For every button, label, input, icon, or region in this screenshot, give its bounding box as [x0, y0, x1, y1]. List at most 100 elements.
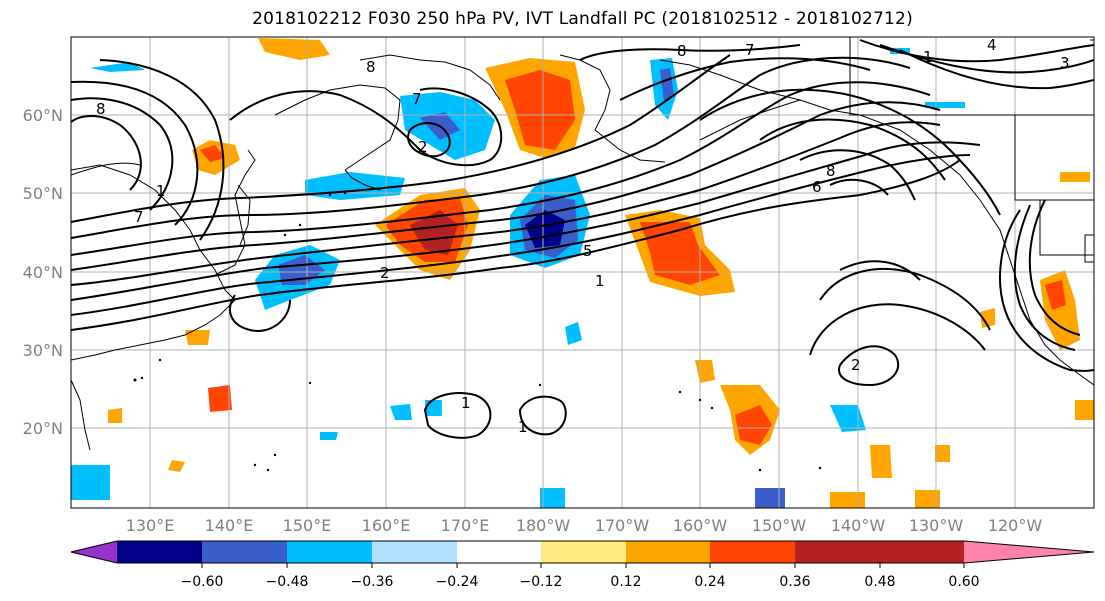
colorbar: −0.60 −0.48 −0.36 −0.24 −0.12 0.12 0.24 … — [70, 540, 1095, 590]
lon-label: 180°W — [516, 516, 571, 535]
positive-anomaly-blob — [980, 308, 995, 328]
contour-label: 1 — [156, 182, 166, 200]
colorbar-tick-label: −0.12 — [520, 574, 563, 590]
contour-label: 1 — [595, 272, 605, 290]
plot-frame — [70, 36, 1095, 509]
positive-anomaly-blob — [1045, 280, 1066, 310]
positive-anomaly-blob — [168, 460, 185, 472]
positive-anomaly-blob — [108, 408, 122, 423]
lon-label: 140°W — [831, 516, 886, 535]
lon-label: 130°E — [126, 516, 175, 535]
contour-label: 8 — [677, 42, 687, 60]
colorbar-bin — [202, 541, 287, 563]
lat-label: 20°N — [23, 419, 63, 438]
coastlines — [71, 37, 1094, 451]
negative-anomaly-blob — [425, 400, 442, 416]
contour-label: 1 — [923, 48, 933, 66]
colorbar-bin — [457, 541, 541, 563]
contour-label: 8 — [96, 100, 106, 118]
contour-label: 3 — [1060, 54, 1070, 72]
positive-anomaly-blob — [735, 405, 772, 445]
contour-label: 7 — [412, 90, 422, 108]
negative-anomaly-blob — [830, 405, 866, 432]
lat-label: 40°N — [23, 263, 63, 282]
contour-label: 8 — [366, 58, 376, 76]
colorbar-tick-label: −0.60 — [181, 574, 224, 590]
contour-label: 5 — [583, 242, 593, 260]
colorbar-bin — [287, 541, 372, 563]
lon-label: 130°W — [909, 516, 964, 535]
positive-anomaly-blob — [915, 490, 940, 508]
colorbar-tick-label: −0.24 — [436, 574, 479, 590]
contour-label: 2 — [851, 356, 861, 374]
positive-anomaly-blob — [208, 385, 232, 412]
colorbar-bin — [710, 541, 795, 563]
negative-anomaly-blob — [320, 432, 338, 440]
ivt-contours — [71, 39, 1094, 439]
colorbar-tick-label: −0.48 — [266, 574, 309, 590]
lon-label: 170°W — [595, 516, 650, 535]
positive-anomaly-blob — [410, 210, 458, 255]
colorbar-extend-low — [71, 541, 117, 563]
negative-anomaly-blob — [71, 465, 110, 500]
positive-anomaly-blob — [1075, 400, 1094, 420]
colorbar-tick-label: 0.60 — [948, 574, 979, 590]
negative-anomaly-blob — [755, 488, 785, 508]
lon-label: 170°E — [441, 516, 490, 535]
colorbar-bin — [880, 541, 964, 563]
colorbar-bin — [541, 541, 626, 563]
thin-contours — [71, 39, 1094, 176]
positive-anomaly-blob — [870, 445, 892, 478]
contour-label: 4 — [987, 36, 997, 54]
negative-anomaly-blob — [390, 404, 412, 420]
lon-label: 120°W — [988, 516, 1043, 535]
positive-anomaly-blob — [830, 492, 865, 508]
lat-label: 60°N — [23, 106, 63, 125]
colorbar-tick-label: 0.24 — [694, 574, 725, 590]
colorbar-extend-high — [964, 541, 1094, 563]
latitude-labels: 60°N 50°N 40°N 30°N 20°N — [23, 106, 63, 438]
colorbar-bin — [117, 541, 202, 563]
colorbar-bin — [626, 541, 710, 563]
positive-anomaly-blob — [258, 38, 330, 60]
contour-label: 1 — [518, 418, 528, 436]
pv-anomaly-shading — [71, 38, 1094, 508]
lon-label: 160°E — [362, 516, 411, 535]
lat-label: 30°N — [23, 341, 63, 360]
contour-label: 1 — [461, 394, 471, 412]
lon-label: 150°E — [283, 516, 332, 535]
positive-anomaly-blob — [935, 445, 950, 462]
contour-label: 2 — [380, 264, 390, 282]
map-title: 2018102212 F030 250 hPa PV, IVT Landfall… — [252, 9, 913, 29]
colorbar-tick-labels: −0.60 −0.48 −0.36 −0.24 −0.12 0.12 0.24 … — [181, 574, 980, 590]
colorbar-tick-label: 0.36 — [779, 574, 810, 590]
positive-anomaly-blob — [185, 330, 210, 345]
positive-anomaly-blob — [200, 145, 225, 162]
contour-label: 7 — [745, 41, 755, 59]
contour-label: 7 — [134, 208, 144, 226]
colorbar-tick-label: −0.36 — [351, 574, 394, 590]
positive-anomaly-blob — [1060, 172, 1090, 182]
colorbar-tick-label: 0.48 — [864, 574, 895, 590]
colorbar-bin — [795, 541, 880, 563]
contour-label: 6 — [812, 178, 822, 196]
lon-label: 150°W — [752, 516, 807, 535]
positive-anomaly-blob — [505, 70, 575, 150]
contour-labels: 8 8 7 7 2 2 5 1 8 6 1 1 1 2 8 7 1 4 3 — [96, 36, 1070, 436]
lon-label: 140°E — [205, 516, 254, 535]
island-dots — [133, 191, 822, 472]
colorbar-ticks — [201, 563, 965, 568]
lat-label: 50°N — [23, 184, 63, 203]
negative-anomaly-blob — [540, 488, 565, 508]
contour-label: 8 — [826, 162, 836, 180]
colorbar-bin — [372, 541, 457, 563]
lon-label: 160°W — [673, 516, 728, 535]
negative-anomaly-blob — [565, 322, 582, 345]
negative-anomaly-blob — [660, 68, 674, 102]
longitude-labels: 130°E 140°E 150°E 160°E 170°E 180°W 170°… — [126, 516, 1043, 535]
negative-anomaly-blob — [925, 102, 965, 108]
contour-label: 2 — [418, 138, 428, 156]
colorbar-tick-label: 0.12 — [610, 574, 641, 590]
colorbar-outline — [70, 540, 1095, 564]
